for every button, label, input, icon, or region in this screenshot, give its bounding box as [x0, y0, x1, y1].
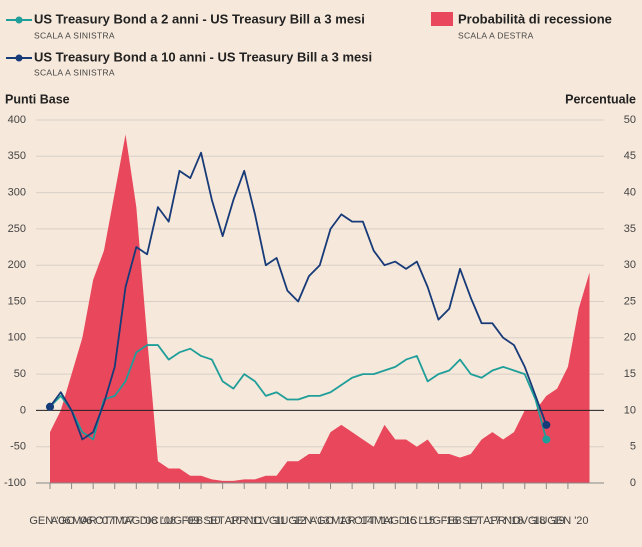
legend-note: SCALA A SINISTRA: [34, 30, 115, 40]
x-tick-label: OTT '14: [354, 515, 393, 527]
x-tick-label: GEN '20: [547, 515, 588, 527]
y2-tick-label: 30: [624, 259, 636, 271]
y-tick-label: 250: [8, 223, 26, 235]
x-tick-label: MAG '15: [374, 515, 416, 527]
x-tick-label: NOV '18: [504, 515, 545, 527]
y-tick-label: 300: [8, 187, 26, 199]
legend-label: US Treasury Bond a 2 anni - US Treasury …: [34, 11, 365, 26]
x-tick-label: SET '17: [462, 515, 501, 527]
y-tick-label: -100: [4, 477, 26, 489]
y-tick-label: 100: [8, 332, 26, 344]
x-tick-label: MAG '08: [115, 515, 157, 527]
y-tick-label: -50: [10, 441, 26, 453]
endpoint-marker: [46, 402, 54, 411]
y-tick-label: 400: [8, 114, 26, 126]
y2-tick-label: 40: [624, 187, 636, 199]
y2-tick-label: 15: [624, 368, 636, 380]
legend-label: US Treasury Bond a 10 anni - US Treasury…: [34, 49, 372, 64]
x-tick-label: APR '18: [483, 515, 523, 527]
x-tick-label: SET '10: [203, 515, 242, 527]
x-tick-label: LUG '09: [159, 515, 199, 527]
line: [49, 151, 548, 441]
y2-tick-label: 25: [624, 295, 636, 307]
y-tick-label: 350: [8, 150, 26, 162]
y2-tick-label: 5: [630, 441, 636, 453]
legend-note: SCALA A SINISTRA: [34, 67, 115, 77]
x-tick-label: AGO '13: [310, 515, 352, 527]
y2-tick-label: 0: [630, 477, 636, 489]
y2-tick-label: 10: [624, 404, 636, 416]
y2-tick-label: 45: [624, 150, 636, 162]
x-tick-label: NOV '11: [246, 515, 286, 527]
line: [49, 344, 548, 441]
y2-tick-label: 50: [624, 114, 636, 126]
y2-tick-label: 20: [624, 332, 636, 344]
legend-swatch: [431, 12, 453, 26]
y2-axis-title: Percentuale: [565, 92, 636, 106]
x-tick-label: OTT '07: [95, 515, 134, 527]
x-tick-label: GEN '13: [288, 515, 329, 527]
y-axis-title: Punti Base: [5, 92, 70, 106]
x-tick-label: MAR '07: [72, 515, 114, 527]
endpoint-marker: [542, 435, 551, 444]
legend-swatch: [15, 54, 23, 62]
x-tick-label: DIC '08: [140, 515, 176, 527]
y2-tick-label: 35: [624, 223, 636, 235]
endpoint-marker: [542, 420, 551, 429]
x-tick-label: GIU '19: [528, 515, 565, 527]
x-tick-label: MAR '14: [331, 515, 373, 527]
x-tick-label: AGO '06: [51, 515, 93, 527]
legend-label: Probabilità di recessione: [458, 11, 612, 26]
x-tick-label: FEB '10: [182, 515, 221, 527]
legend-note: SCALA A DESTRA: [458, 30, 534, 40]
x-tick-label: LUG '16: [418, 515, 458, 527]
x-tick-label: FEB '17: [441, 515, 480, 527]
legend-swatch: [15, 16, 23, 24]
y-tick-label: 0: [20, 404, 26, 416]
area: [50, 134, 590, 483]
x-tick-label: DIC '15: [399, 515, 435, 527]
y-tick-label: 200: [8, 259, 26, 271]
y-tick-label: 50: [14, 368, 26, 380]
y-tick-label: 150: [8, 295, 26, 307]
x-tick-label: APR '11: [225, 515, 264, 527]
x-tick-label: GEN '06: [29, 515, 70, 527]
x-tick-label: GIU '12: [269, 515, 306, 527]
